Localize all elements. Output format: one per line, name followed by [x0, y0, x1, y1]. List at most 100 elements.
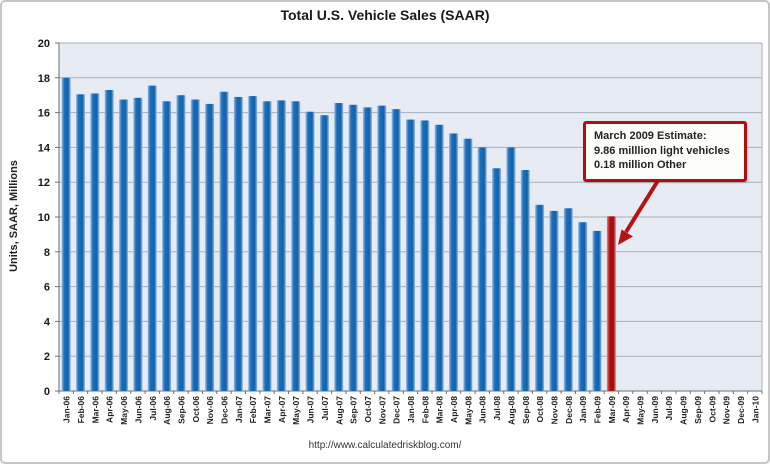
x-tick-label: Mar-06 [90, 396, 100, 424]
x-tick-label: May-09 [636, 396, 646, 425]
bar-sep-06 [176, 95, 186, 391]
bar-mar-09-estimate [606, 216, 616, 391]
callout-arrow-head [618, 229, 633, 245]
x-tick-label: Mar-07 [263, 396, 273, 424]
x-tick-label: Oct-08 [535, 396, 545, 423]
x-tick-label: Jul-09 [664, 396, 674, 421]
bar-apr-08 [449, 133, 459, 392]
bar-nov-07 [377, 105, 387, 391]
x-tick-label: Jul-07 [320, 396, 330, 421]
x-tick-label: Oct-06 [191, 396, 201, 423]
bar-feb-06 [76, 94, 86, 391]
x-tick-label: Oct-07 [363, 396, 373, 423]
bar-dec-06 [219, 91, 229, 391]
y-tick-label: 4 [44, 316, 51, 328]
bar-mar-07 [262, 101, 272, 391]
x-tick-label: Feb-07 [248, 396, 258, 424]
x-tick-label: Feb-06 [76, 396, 86, 424]
bar-jun-06 [133, 97, 143, 391]
bar-aug-06 [162, 101, 172, 391]
bar-jul-07 [319, 115, 329, 392]
x-tick-label: Jan-08 [406, 396, 416, 423]
y-tick-label: 14 [38, 142, 51, 154]
x-tick-label: Jan-09 [578, 396, 588, 423]
bar-sep-08 [520, 170, 530, 391]
x-tick-label: Jun-07 [306, 396, 316, 424]
bar-oct-07 [362, 107, 372, 391]
x-tick-label: Mar-09 [607, 396, 617, 424]
bar-jun-08 [477, 147, 487, 391]
x-tick-label: Aug-08 [506, 396, 516, 425]
callout-line-3: 0.18 million Other [594, 159, 687, 172]
bar-oct-06 [190, 99, 200, 392]
bar-jan-07 [233, 96, 243, 391]
bar-dec-07 [391, 109, 401, 392]
bar-feb-08 [420, 120, 430, 392]
x-tick-label: Sep-08 [521, 396, 531, 424]
bar-nov-06 [205, 103, 215, 392]
bar-dec-08 [563, 208, 573, 391]
x-tick-label: Jan-06 [62, 396, 72, 423]
x-tick-label: Nov-09 [722, 396, 732, 425]
x-tick-label: Dec-08 [564, 396, 574, 424]
y-tick-label: 18 [38, 73, 50, 85]
x-tick-label: Jun-09 [650, 396, 660, 424]
chart-title: Total U.S. Vehicle Sales (SAAR) [280, 7, 490, 23]
callout-arrow-shaft [624, 177, 661, 234]
x-tick-label: Feb-08 [420, 396, 430, 424]
bar-jun-07 [305, 111, 315, 391]
x-tick-label: Nov-07 [377, 396, 387, 425]
x-tick-label: Aug-06 [162, 396, 172, 425]
bar-feb-09 [592, 230, 602, 391]
bar-apr-07 [276, 100, 286, 392]
x-tick-label: Oct-09 [707, 396, 717, 423]
y-tick-label: 16 [38, 108, 50, 120]
bar-jan-09 [578, 222, 588, 391]
bar-mar-08 [434, 124, 444, 391]
x-tick-label: Aug-07 [334, 396, 344, 425]
x-tick-label: Mar-08 [435, 396, 445, 424]
bar-feb-07 [248, 96, 258, 391]
march-2009-estimate-callout: March 2009 Estimate: 9.86 milllion light… [583, 121, 747, 182]
x-tick-label: Apr-06 [105, 396, 115, 423]
x-tick-label: Sep-09 [693, 396, 703, 424]
bar-mar-06 [90, 93, 100, 392]
bar-may-06 [119, 99, 129, 392]
x-tick-label: Nov-06 [205, 396, 215, 425]
bar-jan-08 [406, 119, 415, 391]
bar-jul-08 [492, 168, 502, 391]
x-tick-label: Apr-08 [449, 396, 459, 423]
x-tick-label: Sep-07 [349, 396, 359, 424]
bar-may-08 [463, 138, 473, 391]
bar-aug-07 [334, 103, 344, 391]
x-tick-label: Dec-07 [392, 396, 402, 424]
callout-line-2: 9.86 milllion light vehicles [594, 144, 730, 157]
bar-aug-08 [506, 147, 516, 391]
x-tick-label: Jan-10 [750, 396, 760, 423]
y-tick-label: 20 [38, 38, 50, 50]
x-tick-label: Dec-09 [736, 396, 746, 424]
x-tick-label: Aug-09 [679, 396, 689, 425]
x-tick-label: Apr-07 [277, 396, 287, 423]
x-tick-label: May-07 [291, 396, 301, 425]
x-tick-label: Jul-06 [148, 396, 158, 421]
y-tick-label: 12 [38, 177, 50, 189]
bar-apr-06 [104, 89, 114, 391]
bar-jan-06 [61, 77, 71, 392]
x-tick-label: May-06 [119, 396, 129, 425]
y-tick-label: 0 [44, 386, 50, 398]
x-tick-label: Jun-06 [133, 396, 143, 424]
x-tick-label: Feb-09 [593, 396, 603, 424]
bar-may-07 [291, 101, 301, 391]
x-tick-label: Nov-08 [549, 396, 559, 425]
bar-jul-06 [147, 85, 157, 391]
source-url: http://www.calculatedriskblog.com/ [308, 440, 462, 451]
x-tick-label: Jan-07 [234, 396, 244, 423]
bar-sep-07 [348, 104, 358, 392]
y-tick-label: 2 [44, 351, 50, 363]
callout-line-1: March 2009 Estimate: [594, 130, 707, 142]
x-tick-label: May-08 [463, 396, 473, 425]
y-tick-label: 8 [44, 247, 50, 259]
